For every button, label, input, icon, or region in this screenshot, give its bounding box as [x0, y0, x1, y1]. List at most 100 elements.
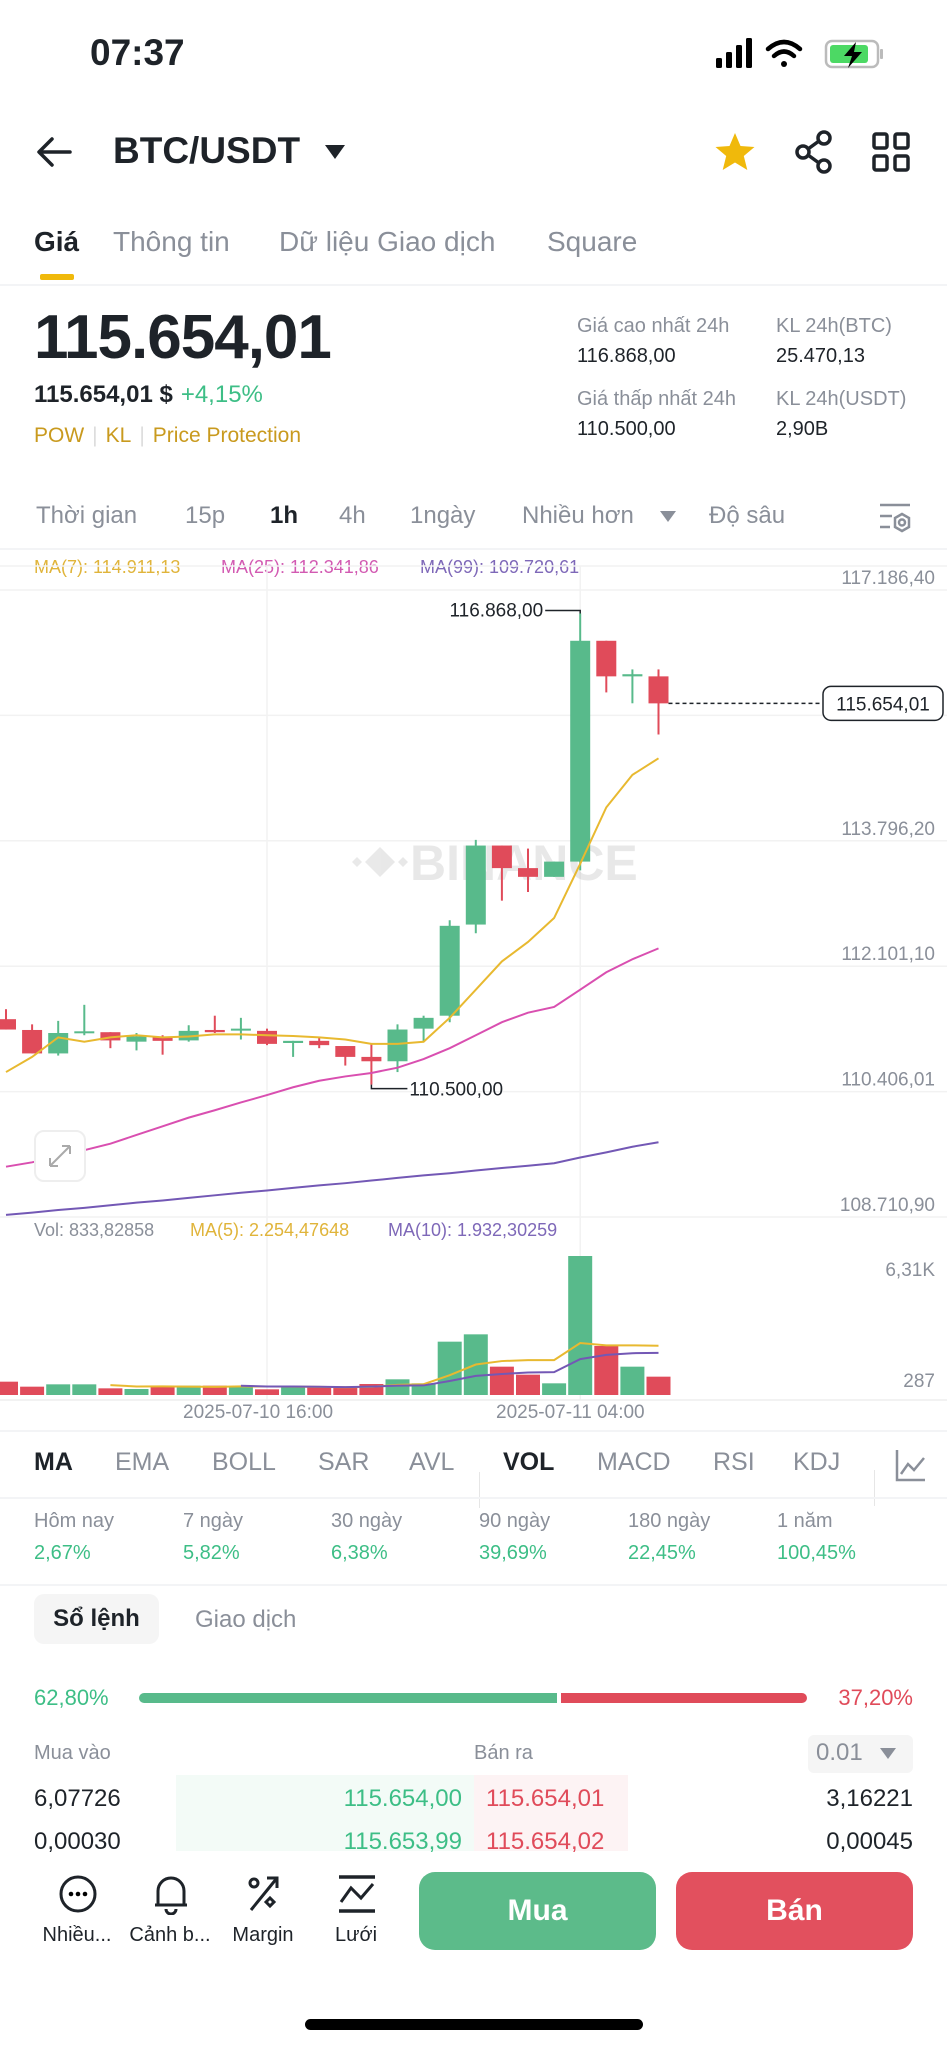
volume-bar	[437, 1341, 462, 1395]
chart-settings-icon[interactable]	[878, 502, 912, 536]
status-time: 07:37	[90, 32, 185, 73]
volume-bar	[72, 1384, 97, 1395]
tab-info[interactable]: Thông tin	[113, 226, 230, 257]
tab-trading-data[interactable]: Dữ liệu Giao dịch	[279, 226, 496, 257]
x-tick-label: 2025-07-10 16:00	[183, 1402, 334, 1423]
vol-btc-label: KL 24h(BTC)	[776, 315, 892, 337]
watermark-text: BINANCE	[410, 835, 638, 891]
low-marker-line	[370, 1084, 408, 1090]
tab-orderbook[interactable]: Sổ lệnh	[34, 1594, 159, 1644]
y-tick-label: 110.406,01	[841, 1070, 935, 1091]
indicator-macd[interactable]: MACD	[597, 1448, 671, 1476]
tags: POW | KL | Price Protection	[34, 424, 302, 447]
tab-price[interactable]: Giá	[34, 226, 80, 257]
ask-price[interactable]: 115.654,01	[486, 1785, 605, 1812]
candle-up	[439, 925, 460, 1016]
perf-label: 90 ngày	[479, 1510, 551, 1532]
usd-price-value: 115.654,01 $	[34, 381, 173, 408]
perf-value: 2,67%	[34, 1542, 91, 1564]
tag-pow[interactable]: POW	[34, 424, 85, 447]
grid-icon[interactable]	[872, 132, 910, 172]
perf-label: Hôm nay	[34, 1510, 115, 1532]
bid-price[interactable]: 115.653,99	[343, 1828, 462, 1855]
back-arrow-icon[interactable]	[36, 136, 72, 168]
candle-down	[596, 640, 617, 677]
ma7-legend: MA(7): 114.911,13	[34, 557, 181, 577]
tab-trades[interactable]: Giao dịch	[195, 1606, 297, 1633]
timeframe-1d[interactable]: 1ngày	[410, 502, 476, 529]
grid-trading-button[interactable]: Lưới	[310, 1870, 402, 1960]
battery-charging-icon	[824, 39, 883, 69]
indicator-boll[interactable]: BOLL	[212, 1448, 276, 1476]
ma25-line	[5, 947, 659, 1168]
divider	[479, 1472, 480, 1508]
indicator-sar[interactable]: SAR	[318, 1448, 370, 1476]
tag-kl[interactable]: KL	[105, 424, 132, 447]
ask-header: Bán ra	[474, 1742, 533, 1764]
volume-bar	[0, 1381, 18, 1395]
timeframe-more[interactable]: Nhiều hơn	[522, 502, 634, 529]
low-24h-label: Giá thấp nhất 24h	[577, 388, 737, 410]
caret-down-icon	[660, 511, 676, 522]
bid-qty: 0,00030	[34, 1828, 121, 1855]
sell-ratio: 37,20%	[838, 1685, 913, 1710]
sell-button[interactable]: Bán	[676, 1872, 913, 1950]
buy-button[interactable]: Mua	[419, 1872, 656, 1950]
buy-ratio-fill	[139, 1693, 557, 1703]
pair-selector[interactable]: BTC/USDT	[113, 130, 301, 171]
share-icon[interactable]	[794, 130, 834, 174]
volume-bar	[46, 1384, 71, 1395]
low-24h-value: 110.500,00	[577, 418, 676, 440]
volume-bar	[202, 1385, 227, 1395]
more-button[interactable]: Nhiều...	[31, 1870, 123, 1960]
ask-depth-bg	[474, 1775, 628, 1851]
tab-square[interactable]: Square	[547, 226, 638, 257]
timeframe-15m[interactable]: 15p	[185, 502, 226, 529]
indicator-settings-icon[interactable]	[895, 1448, 927, 1482]
volume-bar	[385, 1379, 410, 1395]
volume-bar	[176, 1385, 201, 1395]
timeframe-1h[interactable]: 1h	[270, 502, 299, 529]
candle-down	[0, 1019, 16, 1030]
tag-price-protection[interactable]: Price Protection	[152, 424, 302, 447]
bid-price[interactable]: 115.654,00	[343, 1785, 462, 1812]
candle-up	[544, 861, 565, 877]
indicator-ma[interactable]: MA	[34, 1448, 73, 1476]
last-price-label: 115.654,01	[836, 694, 930, 715]
high-marker-line	[545, 609, 581, 614]
expand-icon	[49, 1145, 71, 1167]
indicator-ema[interactable]: EMA	[115, 1448, 170, 1476]
candle-up	[387, 1029, 408, 1062]
volume-bar	[124, 1388, 149, 1395]
volume-bar	[594, 1345, 619, 1395]
ma99-legend: MA(99): 109.720,61	[420, 557, 580, 577]
vol-ma5-legend: MA(5): 2.254,47648	[190, 1220, 350, 1240]
volume-bar	[568, 1256, 593, 1395]
precision-select[interactable]: 0.01	[808, 1735, 913, 1773]
candle-up	[413, 1017, 434, 1029]
volume-min-tick: 287	[903, 1371, 935, 1392]
alert-button[interactable]: Cảnh b...	[124, 1870, 216, 1960]
vol-usdt-label: KL 24h(USDT)	[776, 388, 907, 410]
volume-legend: Vol: 833,82858	[34, 1220, 155, 1240]
candle-up	[570, 640, 591, 862]
timeframe-time[interactable]: Thời gian	[36, 502, 138, 529]
margin-button[interactable]: Margin	[217, 1870, 309, 1960]
star-icon[interactable]	[714, 132, 756, 172]
indicator-avl[interactable]: AVL	[409, 1448, 455, 1476]
timeframe-depth[interactable]: Độ sâu	[709, 502, 786, 529]
ask-price[interactable]: 115.654,02	[486, 1828, 605, 1855]
caret-down-icon[interactable]	[324, 144, 346, 160]
candle-up	[74, 1031, 95, 1034]
perf-value: 5,82%	[183, 1542, 240, 1564]
indicator-rsi[interactable]: RSI	[713, 1448, 755, 1476]
orderbook-rows: 6,07726 115.654,00 115.654,01 3,16221 0,…	[0, 1775, 947, 1855]
home-indicator[interactable]	[305, 2019, 643, 2030]
active-tab-indicator	[40, 274, 74, 280]
candlestick-chart[interactable]: 117.186,40 113.796,20 112.101,10 110.406,01…	[0, 0, 947, 1440]
perf-value: 6,38%	[331, 1542, 388, 1564]
indicator-kdj[interactable]: KDJ	[793, 1448, 841, 1476]
timeframe-4h[interactable]: 4h	[339, 502, 366, 529]
indicator-vol[interactable]: VOL	[503, 1448, 555, 1476]
fullscreen-button[interactable]	[34, 1130, 86, 1182]
